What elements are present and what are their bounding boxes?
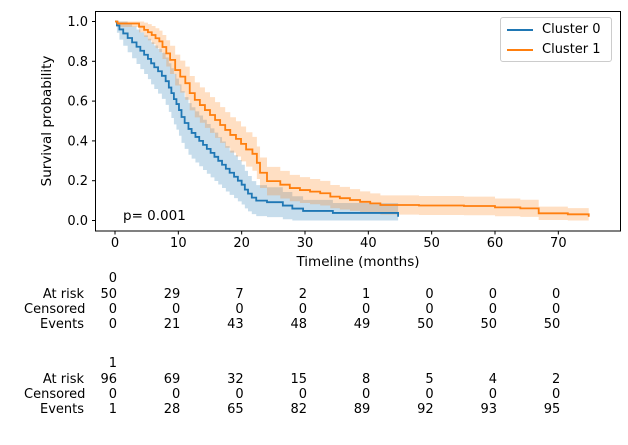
risk-row-label: Censored	[24, 301, 86, 317]
risk-value: 0	[488, 386, 497, 402]
y-tick-label: 0.2	[67, 174, 88, 189]
risk-value: 69	[163, 371, 181, 387]
risk-value: 0	[488, 301, 497, 317]
risk-value: 43	[227, 316, 244, 332]
risk-value: 0	[298, 301, 307, 317]
risk-value: 89	[353, 401, 371, 417]
x-tick-label: 60	[487, 236, 504, 251]
y-tick-label: 0.8	[67, 55, 88, 70]
x-axis-label: Timeline (months)	[296, 254, 420, 270]
risk-value: 0	[425, 386, 434, 402]
risk-row-label: At risk	[42, 371, 84, 387]
risk-value: 7	[235, 286, 244, 302]
legend-entry-cluster-0: Cluster 0	[507, 20, 605, 39]
y-tick-label: 0.0	[67, 214, 88, 229]
risk-value: 50	[100, 286, 117, 302]
risk-value: 1	[108, 401, 117, 417]
p-value-annotation: p= 0.001	[123, 208, 186, 224]
risk-value: 2	[552, 371, 561, 387]
risk-value: 0	[108, 301, 117, 317]
risk-value: 65	[227, 401, 244, 417]
risk-row-label: Events	[39, 316, 84, 332]
survival-curve-0	[115, 20, 399, 217]
risk-value: 0	[362, 386, 371, 402]
risk-value: 2	[298, 286, 307, 302]
risk-value: 49	[353, 316, 371, 332]
risk-value: 15	[290, 371, 307, 387]
risk-value: 8	[362, 371, 371, 387]
group-label: 1	[108, 355, 117, 371]
risk-value: 0	[488, 286, 497, 302]
risk-value: 0	[552, 301, 561, 317]
y-tick-label: 0.4	[67, 134, 88, 149]
x-tick-label: 40	[360, 236, 377, 251]
x-tick-label: 20	[233, 236, 250, 251]
risk-row-label: At risk	[42, 286, 84, 302]
survival-curve-1	[115, 20, 590, 217]
risk-value: 1	[362, 286, 371, 302]
cluster-0-line-swatch	[507, 28, 533, 31]
risk-value: 0	[552, 386, 561, 402]
x-tick-label: 0	[111, 236, 119, 251]
ci-band-0	[115, 21, 399, 221]
axes-frame	[95, 11, 621, 232]
risk-value: 96	[100, 371, 117, 387]
risk-value: 0	[108, 386, 117, 402]
risk-value: 0	[298, 386, 307, 402]
risk-value: 50	[543, 316, 561, 332]
y-tick-label: 1.0	[67, 15, 88, 30]
cluster-1-line-swatch	[507, 48, 533, 51]
legend-entry-cluster-1: Cluster 1	[507, 40, 605, 59]
risk-value: 50	[480, 316, 497, 332]
risk-value: 0	[108, 316, 117, 332]
x-tick-label: 70	[550, 236, 567, 251]
risk-value: 82	[290, 401, 307, 417]
legend-label-cluster-1: Cluster 1	[542, 42, 601, 57]
risk-value: 48	[290, 316, 307, 332]
risk-value: 50	[417, 316, 434, 332]
risk-value: 0	[362, 301, 371, 317]
y-tick-label: 0.6	[67, 95, 88, 110]
legend-label-cluster-0: Cluster 0	[542, 22, 601, 37]
risk-value: 0	[235, 386, 244, 402]
legend: Cluster 0 Cluster 1	[500, 17, 612, 62]
risk-value: 0	[425, 301, 434, 317]
risk-value: 0	[425, 286, 434, 302]
risk-value: 21	[163, 316, 181, 332]
x-tick-label: 50	[423, 236, 440, 251]
risk-value: 29	[163, 286, 181, 302]
risk-row-label: Events	[39, 401, 84, 417]
risk-value: 92	[417, 401, 434, 417]
risk-value: 28	[163, 401, 181, 417]
x-tick-label: 30	[297, 236, 314, 251]
group-label: 0	[108, 270, 117, 286]
risk-value: 0	[172, 386, 181, 402]
risk-row-label: Censored	[24, 386, 86, 402]
risk-value: 0	[552, 286, 561, 302]
risk-value: 5	[425, 371, 434, 387]
risk-value: 93	[480, 401, 497, 417]
risk-value: 95	[543, 401, 561, 417]
x-tick-label: 10	[170, 236, 187, 251]
risk-value: 0	[235, 301, 244, 317]
y-axis-label: Survival probability	[39, 55, 55, 187]
risk-value: 0	[172, 301, 181, 317]
risk-value: 4	[488, 371, 497, 387]
risk-value: 32	[227, 371, 244, 387]
